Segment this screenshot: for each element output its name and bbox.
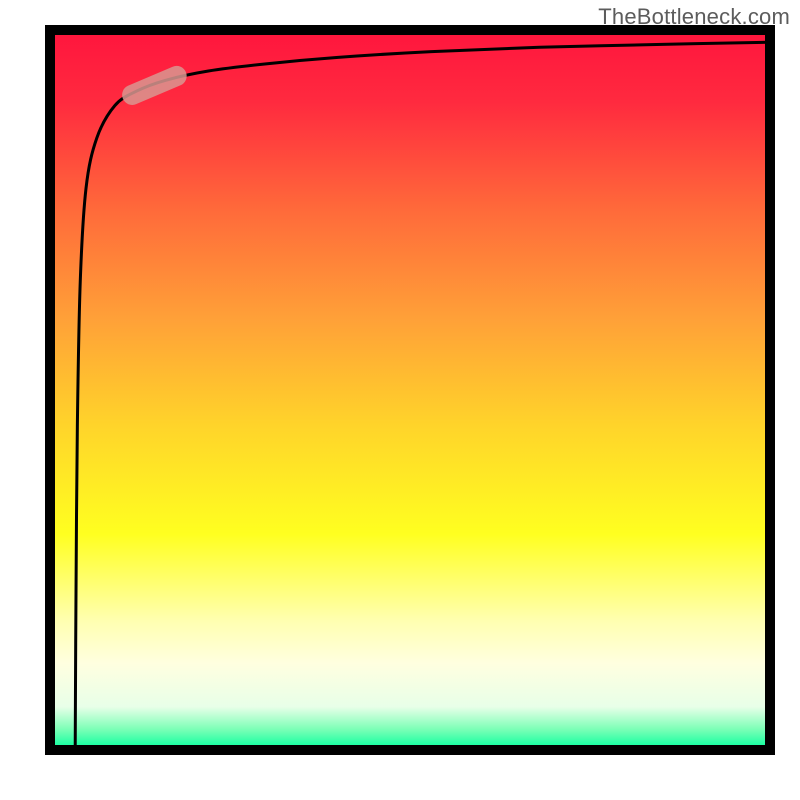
chart-stage: TheBottleneck.com	[0, 0, 800, 800]
attribution-text: TheBottleneck.com	[598, 4, 790, 30]
plot-background	[50, 30, 770, 750]
bottleneck-chart	[0, 0, 800, 800]
